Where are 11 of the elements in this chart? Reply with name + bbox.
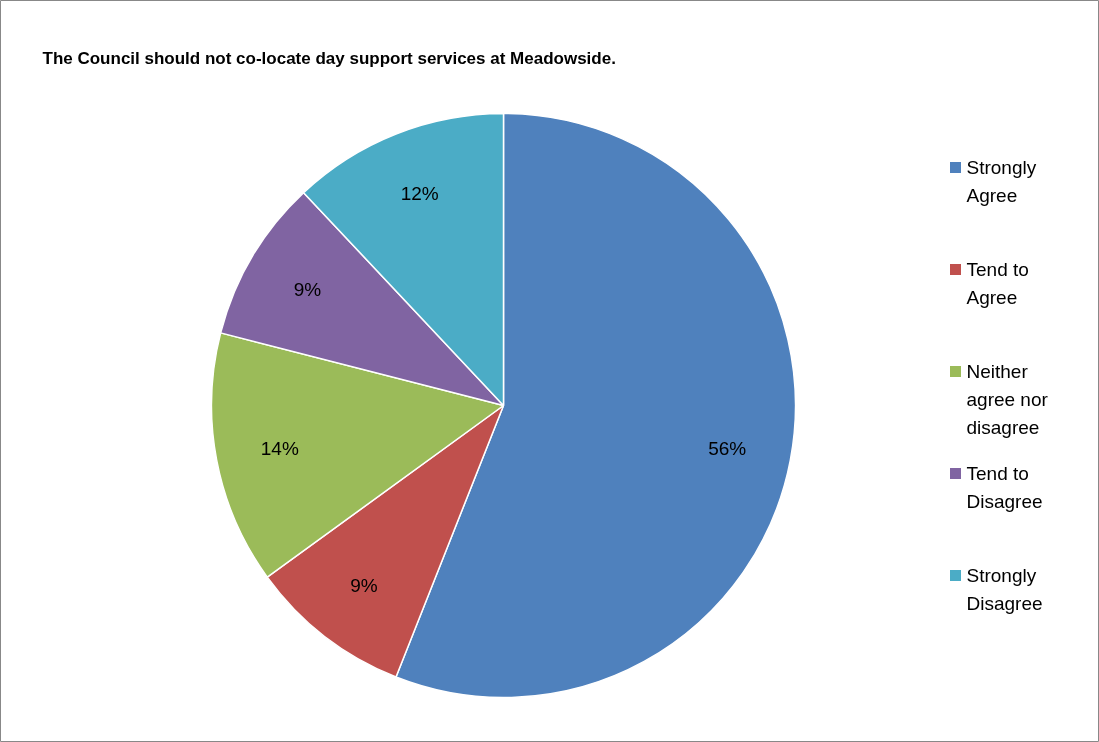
data-label: 14% (260, 437, 299, 459)
legend-label: Neither agree nor disagree (966, 361, 1049, 438)
data-label: 9% (293, 279, 322, 301)
legend-label: Strongly Agree (966, 157, 1037, 206)
data-label: 9% (350, 574, 378, 596)
legend-label: Tend to Agree (966, 259, 1029, 308)
data-label: 12% (400, 183, 439, 205)
legend-label: Tend to Disagree (966, 463, 1043, 512)
data-label: 56% (708, 437, 747, 459)
legend-label: Strongly Disagree (966, 565, 1043, 614)
chart-title: The Council should not co-locate day support services at Meadowside. (42, 49, 616, 68)
